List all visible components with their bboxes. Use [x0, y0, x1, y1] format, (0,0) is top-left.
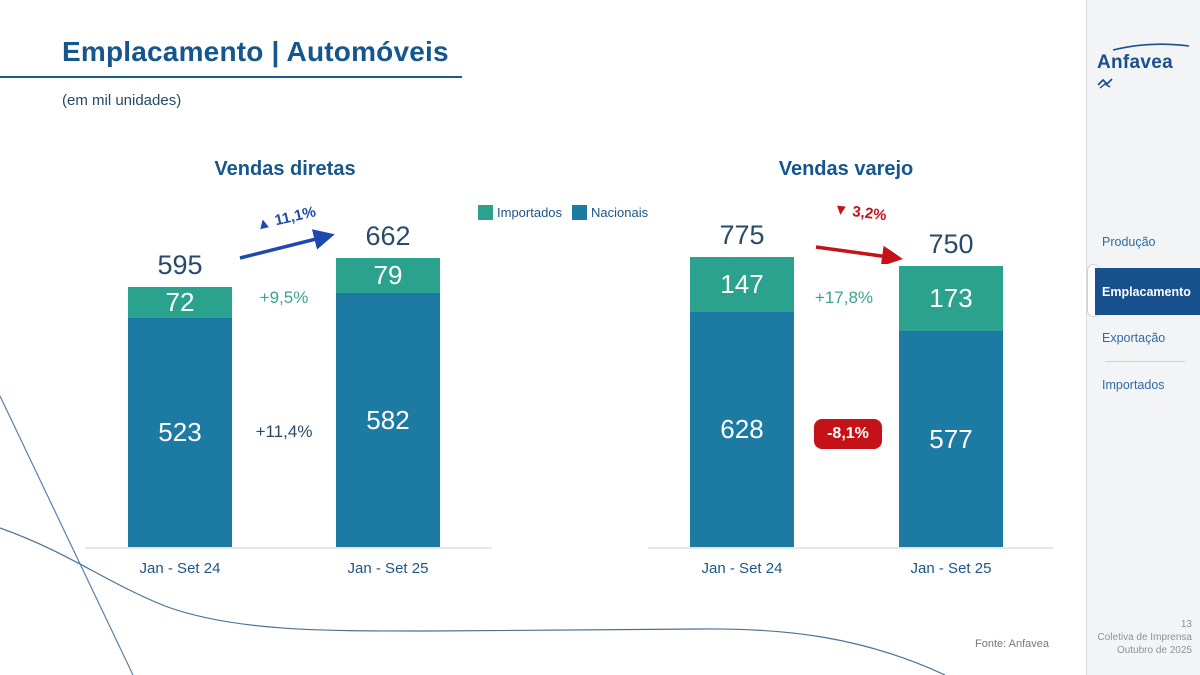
chart-title-vendas-diretas: Vendas diretas [214, 158, 356, 180]
bar-segment-importados: 79 [336, 258, 440, 293]
total-label: 662 [365, 221, 411, 251]
title-underline [0, 76, 462, 78]
importados-change-label: +17,8% [814, 288, 874, 307]
sidebar-divider [1105, 361, 1185, 362]
sidebar-item-importados[interactable]: Importados [1102, 378, 1165, 392]
slide-footer: 13 Coletiva de Imprensa Outubro de 2025 [1098, 618, 1193, 657]
sidebar-item-emplacamento[interactable]: Emplacamento [1095, 268, 1200, 315]
sidebar-item-producao[interactable]: Produção [1102, 235, 1156, 249]
bar-segment-importados: 72 [128, 287, 232, 318]
total-label: 775 [719, 220, 765, 250]
total-label: 595 [157, 250, 203, 280]
legend-label: Importados [497, 205, 563, 220]
brand-name: Anfavea [1097, 52, 1174, 73]
axis-baseline [85, 547, 492, 549]
x-axis-label: Jan - Set 25 [347, 560, 429, 577]
importados-swatch-icon [478, 205, 493, 220]
x-axis-label: Jan - Set 24 [139, 560, 221, 577]
bar-jan-set-25: 173 577 [899, 266, 1003, 547]
event-name: Coletiva de Imprensa [1097, 632, 1193, 643]
up-arrow-icon [239, 229, 335, 260]
bar-segment-importados: 173 [899, 266, 1003, 331]
bar-segment-nacionais: 582 [336, 293, 440, 547]
nacionais-change-label: +11,4% [255, 422, 313, 441]
sidebar-item-exportacao[interactable]: Exportação [1102, 331, 1166, 345]
chart-title-vendas-varejo: Vendas varejo [778, 158, 914, 180]
nacionais-swatch-icon [572, 205, 588, 220]
trend-arrow-down: ▼ 3,2% [808, 201, 912, 267]
bar-jan-set-25: 79 582 [336, 258, 440, 547]
decorative-line [0, 395, 134, 675]
trend-arrow-up: ▲ 11,1% [234, 203, 338, 264]
event-date: Outubro de 2025 [1116, 645, 1192, 656]
page-title: Emplacamento | Automóveis [62, 36, 449, 67]
nacionais-change-badge: -8,1% [814, 419, 882, 449]
legend-item-nacionais: Nacionais [572, 205, 648, 220]
sidebar-item-label: Emplacamento [1102, 284, 1191, 299]
logo-swoosh-icon [1112, 43, 1190, 51]
bar-jan-set-24: 72 523 [128, 287, 232, 547]
bar-segment-importados: 147 [690, 257, 794, 312]
bar-jan-set-24: 147 628 [690, 257, 794, 547]
nacionais-change-badge-wrap: -8,1% [793, 419, 903, 449]
bar-segment-nacionais: 523 [128, 318, 232, 547]
sidebar: Anfavea Produção Emplacamento Exportação… [1086, 0, 1200, 675]
bar-segment-nacionais: 577 [899, 331, 1003, 547]
axis-baseline [648, 547, 1053, 549]
page-number: 13 [1180, 619, 1192, 630]
x-axis-label: Jan - Set 24 [701, 560, 783, 577]
legend-item-importados: Importados [478, 205, 562, 220]
logo-mark-icon [1097, 78, 1113, 89]
bar-segment-nacionais: 628 [690, 312, 794, 547]
decorative-curve [0, 527, 946, 675]
importados-change-label: +9,5% [259, 288, 309, 307]
legend-label: Nacionais [591, 205, 649, 220]
chart-legend: Importados Nacionais [478, 205, 648, 220]
total-label: 750 [928, 229, 974, 259]
x-axis-label: Jan - Set 25 [910, 560, 992, 577]
unit-note: (em mil unidades) [62, 92, 182, 109]
down-arrow-icon [815, 245, 903, 267]
anfavea-logo: Anfavea [1097, 40, 1193, 92]
source-note: Fonte: Anfavea [975, 638, 1049, 650]
